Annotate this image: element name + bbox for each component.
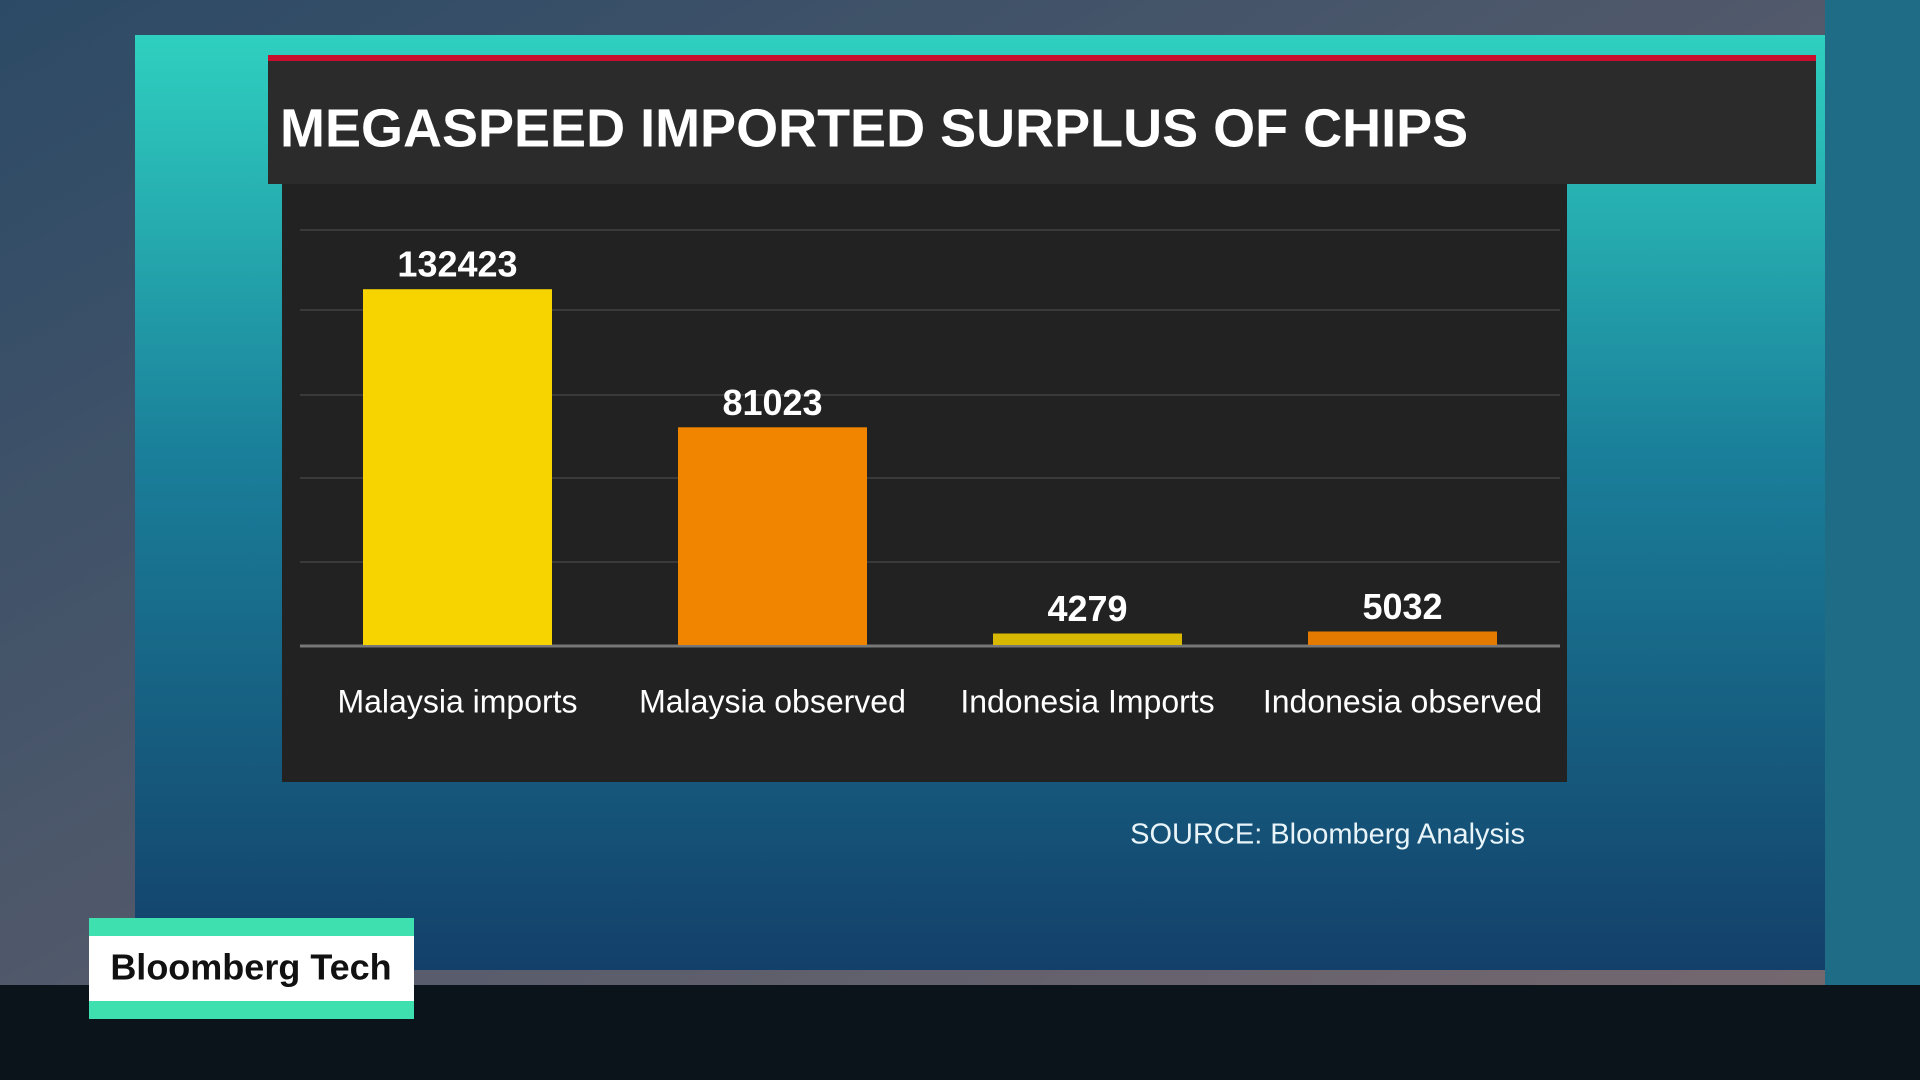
title-band — [268, 60, 1816, 184]
show-badge — [89, 936, 414, 1001]
x-tick-label: Indonesia observed — [1263, 683, 1542, 719]
bar — [1308, 631, 1497, 645]
value-label: 4279 — [1047, 588, 1127, 629]
x-tick-label: Malaysia imports — [337, 683, 577, 719]
value-label: 132423 — [397, 244, 517, 285]
source-note: SOURCE: Bloomberg Analysis — [1130, 819, 1525, 851]
bar — [363, 289, 552, 645]
x-tick-label: Malaysia observed — [639, 683, 906, 719]
bar — [993, 633, 1182, 645]
title-rule — [268, 55, 1816, 61]
bar — [678, 427, 867, 645]
side-wall — [1825, 0, 1920, 1080]
show-name: Bloomberg Tech — [110, 947, 391, 988]
value-label: 81023 — [722, 382, 822, 423]
chart-title: MEGASPEED IMPORTED SURPLUS OF CHIPS — [280, 98, 1468, 158]
value-label: 5032 — [1362, 586, 1442, 627]
x-tick-label: Indonesia Imports — [960, 683, 1214, 719]
